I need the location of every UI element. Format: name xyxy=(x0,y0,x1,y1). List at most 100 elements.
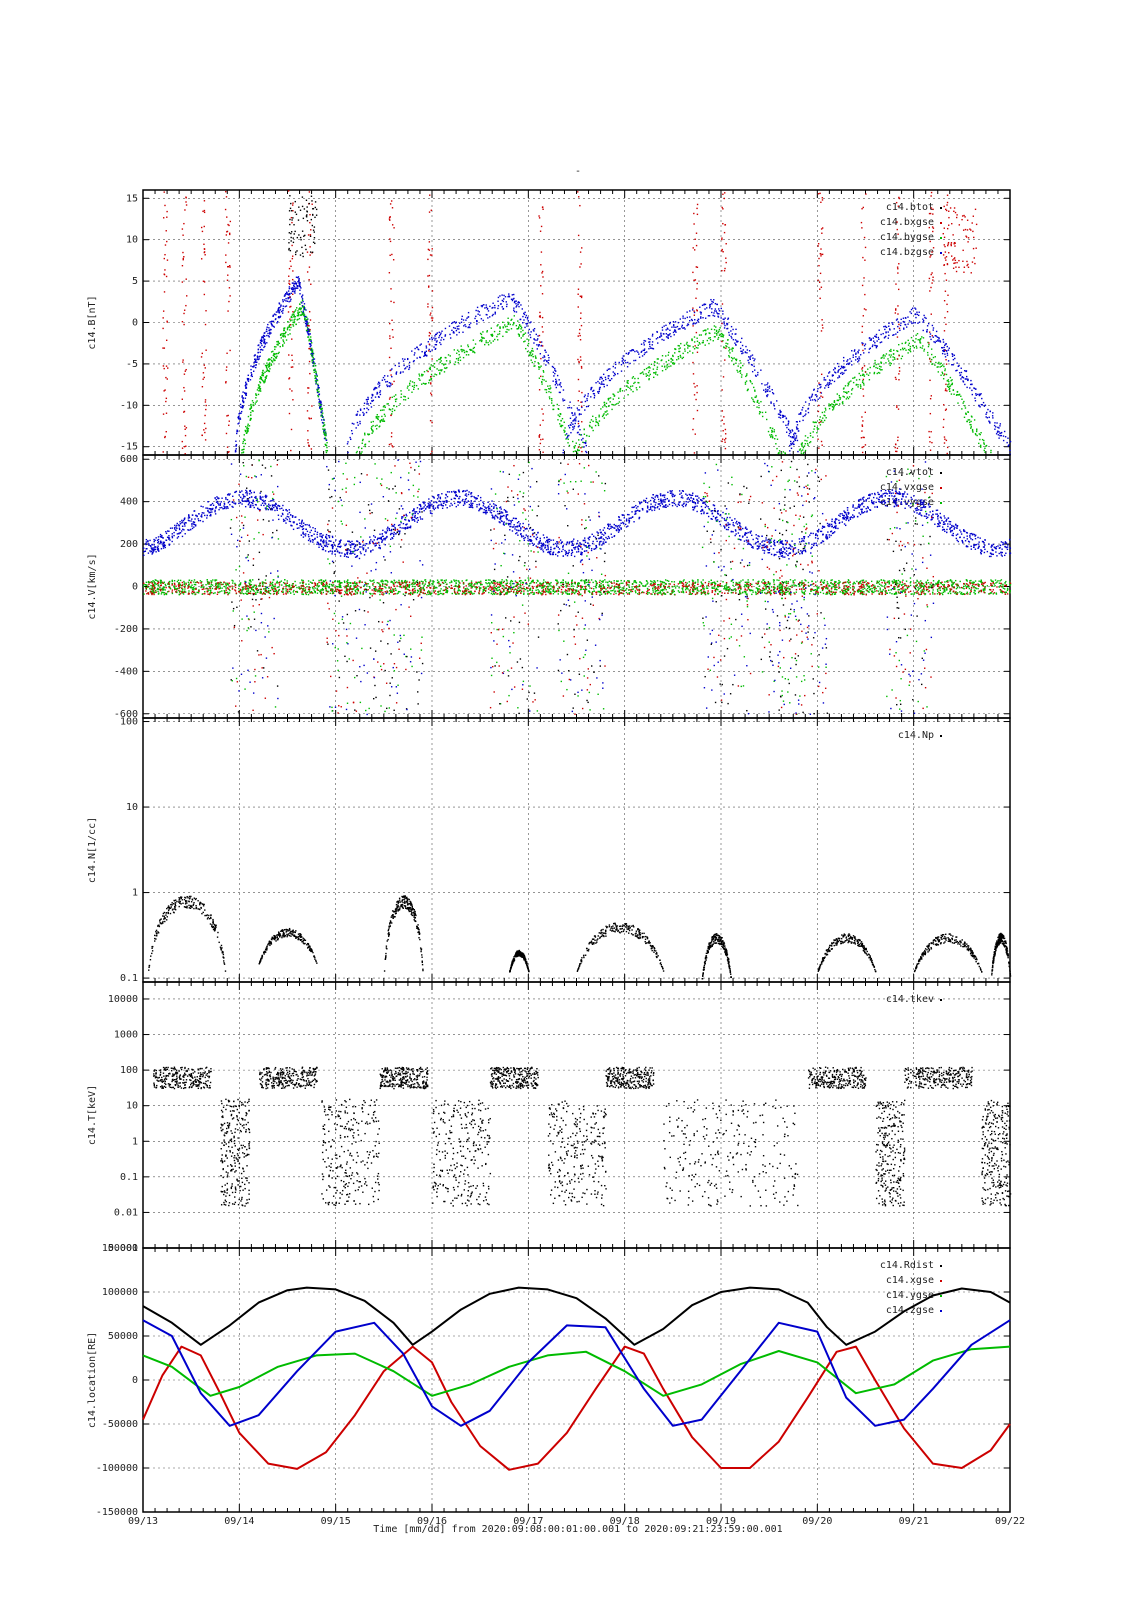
data-point xyxy=(816,426,818,429)
data-point xyxy=(943,349,945,351)
data-point xyxy=(951,355,954,357)
data-point xyxy=(404,368,406,370)
data-point xyxy=(393,405,395,407)
data-point xyxy=(605,414,607,416)
data-point xyxy=(777,452,780,454)
data-point xyxy=(440,339,442,341)
data-point xyxy=(247,380,250,382)
data-point xyxy=(674,348,677,351)
data-point xyxy=(424,383,426,385)
data-point xyxy=(513,310,516,313)
data-point xyxy=(163,390,165,392)
data-point xyxy=(299,282,301,284)
data-point xyxy=(945,323,947,326)
data-point xyxy=(250,368,252,371)
data-point xyxy=(427,306,429,308)
data-point xyxy=(541,316,544,319)
data-point xyxy=(312,229,315,231)
data-point xyxy=(362,411,364,414)
data-point xyxy=(896,318,899,320)
data-point xyxy=(483,304,485,306)
data-point xyxy=(430,383,432,385)
data-point xyxy=(867,368,869,370)
data-point xyxy=(256,400,258,402)
data-point xyxy=(963,416,966,418)
data-point xyxy=(808,403,810,405)
data-point xyxy=(461,349,463,351)
data-point xyxy=(418,356,421,358)
data-point xyxy=(970,272,972,274)
data-point xyxy=(907,339,909,342)
data-point xyxy=(294,253,297,256)
data-point xyxy=(944,251,947,253)
data-point xyxy=(980,403,983,406)
data-point xyxy=(999,425,1001,427)
data-point xyxy=(947,241,950,244)
data-point xyxy=(954,262,956,264)
data-point xyxy=(741,350,743,353)
data-point xyxy=(800,412,802,414)
data-point xyxy=(607,413,609,415)
data-point xyxy=(387,403,389,405)
data-point xyxy=(204,401,207,403)
data-point xyxy=(294,310,296,312)
data-point xyxy=(802,453,805,455)
data-point xyxy=(309,338,311,341)
data-point xyxy=(820,419,823,422)
data-point xyxy=(945,256,948,258)
data-point xyxy=(276,355,278,357)
data-point xyxy=(715,310,718,312)
data-point xyxy=(538,449,541,451)
data-point xyxy=(287,334,289,336)
data-point xyxy=(182,258,184,261)
data-point xyxy=(582,437,584,440)
data-point xyxy=(841,373,844,375)
data-point xyxy=(304,318,306,321)
data-point xyxy=(291,219,293,221)
data-point xyxy=(889,362,891,364)
data-point xyxy=(942,254,945,256)
data-point xyxy=(428,382,430,384)
data-point xyxy=(258,386,260,388)
data-point xyxy=(291,354,293,357)
data-point xyxy=(225,381,227,383)
data-point xyxy=(250,375,252,377)
data-point xyxy=(415,384,418,387)
data-point xyxy=(580,296,583,299)
data-point xyxy=(663,325,665,327)
data-point xyxy=(618,361,620,364)
data-point xyxy=(541,206,544,208)
data-point xyxy=(979,393,981,396)
data-point xyxy=(837,399,839,401)
data-point xyxy=(166,321,168,323)
data-point xyxy=(952,358,955,361)
data-point xyxy=(779,410,782,413)
data-point xyxy=(674,348,676,350)
data-point xyxy=(263,342,265,344)
legend-marker xyxy=(940,487,942,489)
data-point xyxy=(383,409,385,411)
data-point xyxy=(847,391,850,393)
data-point xyxy=(927,341,929,344)
data-point xyxy=(821,232,823,234)
data-point xyxy=(598,382,601,384)
data-point xyxy=(769,436,772,438)
data-point xyxy=(936,336,939,338)
data-point xyxy=(497,339,499,341)
data-point xyxy=(286,328,289,331)
data-point xyxy=(855,383,858,386)
data-point xyxy=(182,234,184,236)
data-point xyxy=(956,362,958,364)
data-point xyxy=(904,317,907,319)
data-point xyxy=(758,413,761,415)
data-point xyxy=(259,378,261,380)
data-point xyxy=(598,414,600,416)
data-point xyxy=(820,392,823,394)
data-point xyxy=(573,419,575,422)
data-point xyxy=(501,294,503,296)
data-point xyxy=(939,366,941,368)
data-point xyxy=(577,234,580,237)
data-point xyxy=(636,350,638,352)
data-point xyxy=(162,365,165,367)
data-point xyxy=(720,307,722,310)
